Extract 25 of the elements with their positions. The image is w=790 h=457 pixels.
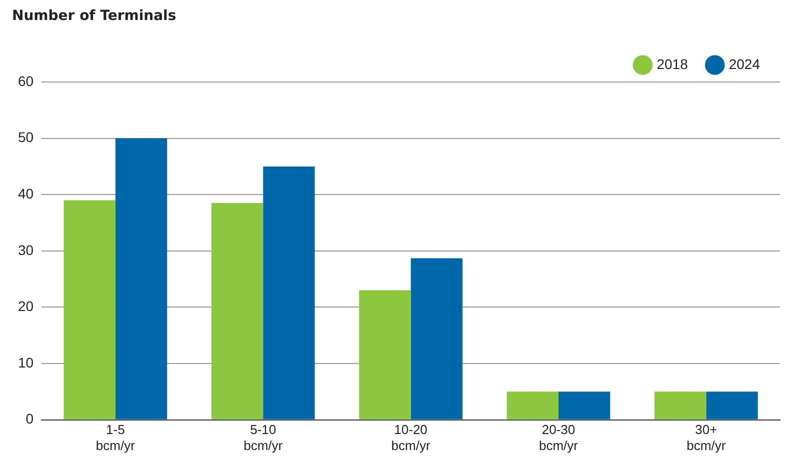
y-tick-label: 0: [26, 410, 34, 427]
bar: [263, 166, 315, 420]
x-tick-label: 5-10 bcm/yr: [244, 422, 284, 453]
bar: [211, 203, 264, 420]
bar: [115, 138, 168, 420]
x-tick-label: 20-30 bcm/yr: [538, 422, 579, 453]
legend-label: 2018: [656, 56, 688, 72]
y-axis-title: Number of Terminals: [12, 8, 176, 24]
bar: [64, 200, 116, 420]
x-tick-label: 1-5 bcm/yr: [96, 422, 136, 453]
x-tick-label: 10-20 bcm/yr: [391, 422, 431, 453]
bar: [506, 392, 558, 420]
y-tick-label: 50: [18, 129, 34, 146]
bar: [359, 290, 411, 420]
y-tick-label: 30: [18, 242, 34, 258]
bar: [654, 392, 706, 420]
bar: [706, 392, 758, 420]
y-tick-label: 40: [18, 185, 34, 202]
bar: [410, 258, 462, 420]
legend-label: 2024: [728, 56, 760, 72]
y-tick-label: 10: [18, 354, 34, 370]
bar: [558, 392, 610, 420]
y-tick-label: 60: [18, 72, 34, 89]
x-tick-label: 30+ bcm/yr: [686, 422, 726, 453]
y-tick-label: 20: [18, 298, 34, 314]
